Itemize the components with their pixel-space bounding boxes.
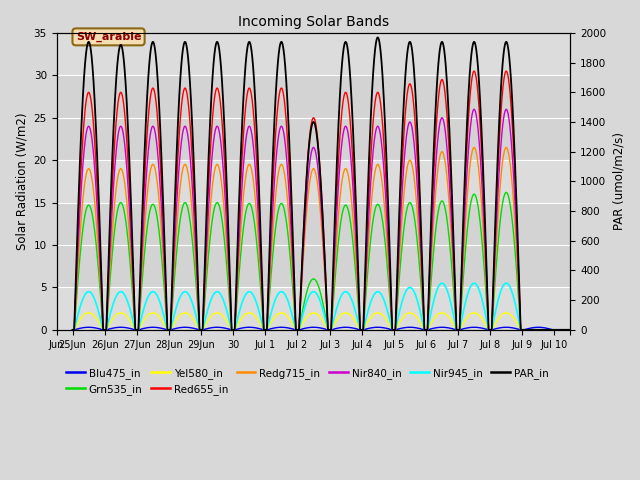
Bar [56,75,570,118]
Bar [56,203,570,245]
Title: Incoming Solar Bands: Incoming Solar Bands [238,15,389,29]
Y-axis label: PAR (umol/m2/s): PAR (umol/m2/s) [612,132,625,230]
Bar [56,288,570,330]
Bar [56,160,570,203]
Text: SW_arable: SW_arable [76,32,141,42]
Y-axis label: Solar Radiation (W/m2): Solar Radiation (W/m2) [15,113,28,250]
Bar [56,118,570,160]
Bar [56,245,570,288]
Bar [56,33,570,75]
Legend: Blu475_in, Grn535_in, Yel580_in, Red655_in, Redg715_in, Nir840_in, Nir945_in, PA: Blu475_in, Grn535_in, Yel580_in, Red655_… [61,363,553,399]
